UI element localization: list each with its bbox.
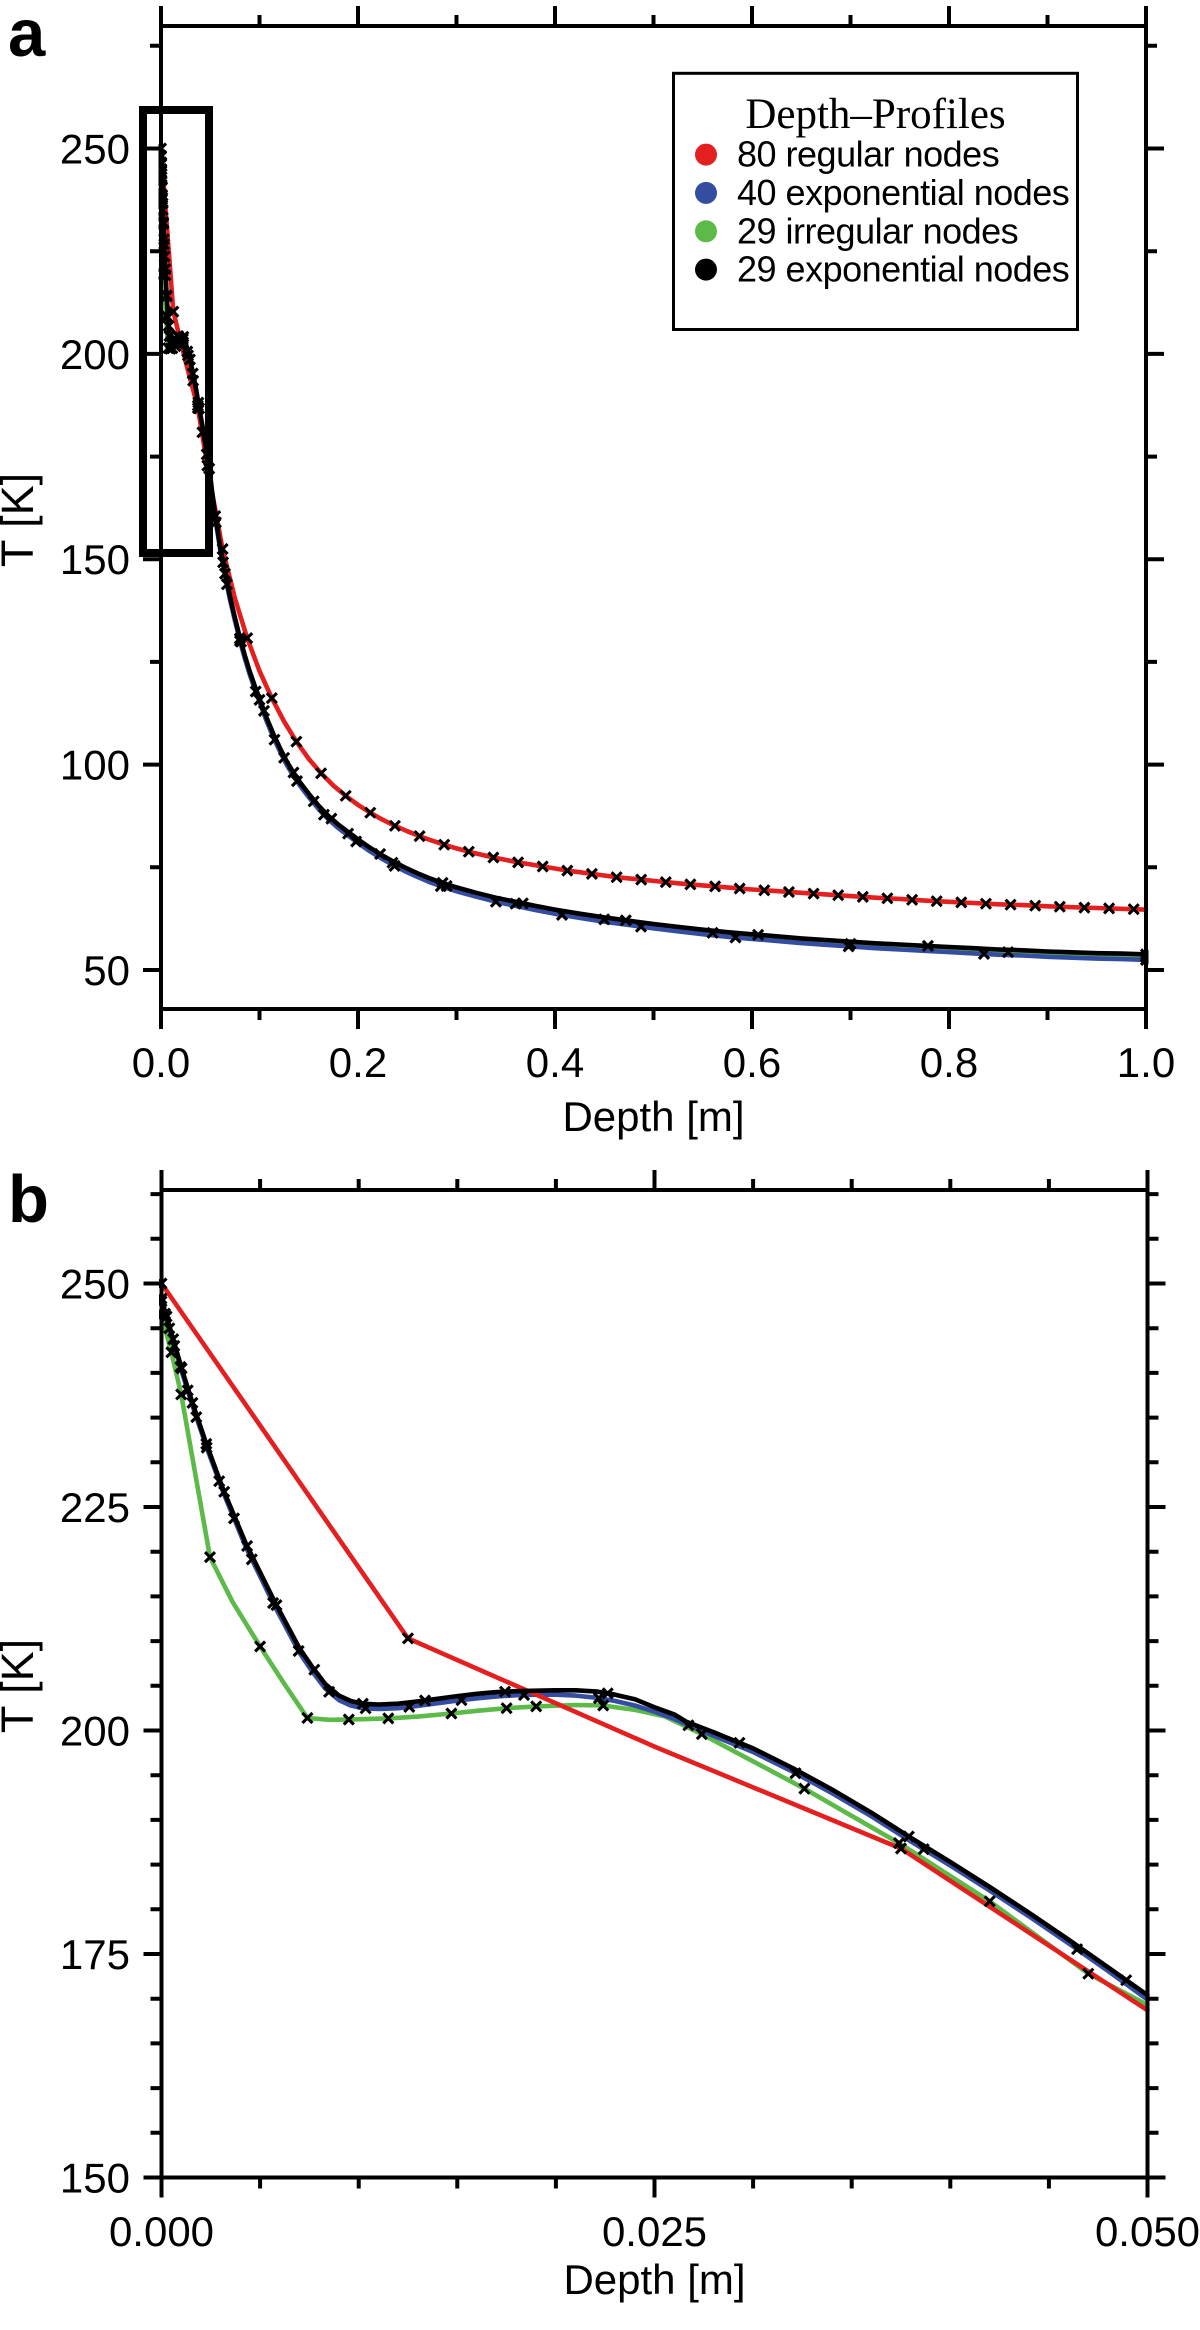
svg-text:0.0: 0.0 (132, 1039, 190, 1086)
svg-text:0.4: 0.4 (526, 1039, 584, 1086)
svg-text:0.2: 0.2 (329, 1039, 387, 1086)
svg-text:175: 175 (60, 1931, 130, 1978)
svg-text:50: 50 (83, 947, 130, 994)
svg-text:0.000: 0.000 (109, 2208, 214, 2255)
svg-text:0.8: 0.8 (920, 1039, 978, 1086)
svg-text:b: b (8, 1162, 49, 1237)
svg-text:Depth–Profiles: Depth–Profiles (745, 91, 1005, 138)
svg-text:Depth [m]: Depth [m] (563, 2256, 745, 2303)
svg-text:80 regular nodes: 80 regular nodes (737, 134, 999, 175)
svg-text:29 irregular nodes: 29 irregular nodes (737, 210, 1018, 251)
svg-text:150: 150 (60, 536, 130, 583)
svg-text:Depth [m]: Depth [m] (562, 1093, 744, 1140)
svg-text:250: 250 (60, 126, 130, 173)
svg-text:T [K]: T [K] (0, 1639, 43, 1733)
svg-text:250: 250 (60, 1261, 130, 1308)
svg-text:0.6: 0.6 (723, 1039, 781, 1086)
svg-text:40 exponential nodes: 40 exponential nodes (737, 172, 1069, 213)
svg-text:200: 200 (60, 331, 130, 378)
svg-text:0.025: 0.025 (602, 2208, 707, 2255)
svg-text:1.0: 1.0 (1117, 1039, 1175, 1086)
svg-text:T [K]: T [K] (0, 473, 43, 567)
svg-text:29 exponential nodes: 29 exponential nodes (737, 249, 1069, 290)
svg-text:0.050: 0.050 (1095, 2208, 1200, 2255)
svg-text:200: 200 (60, 1708, 130, 1755)
svg-text:225: 225 (60, 1484, 130, 1531)
svg-text:150: 150 (60, 2155, 130, 2202)
svg-text:a: a (8, 0, 46, 71)
svg-text:100: 100 (60, 742, 130, 789)
